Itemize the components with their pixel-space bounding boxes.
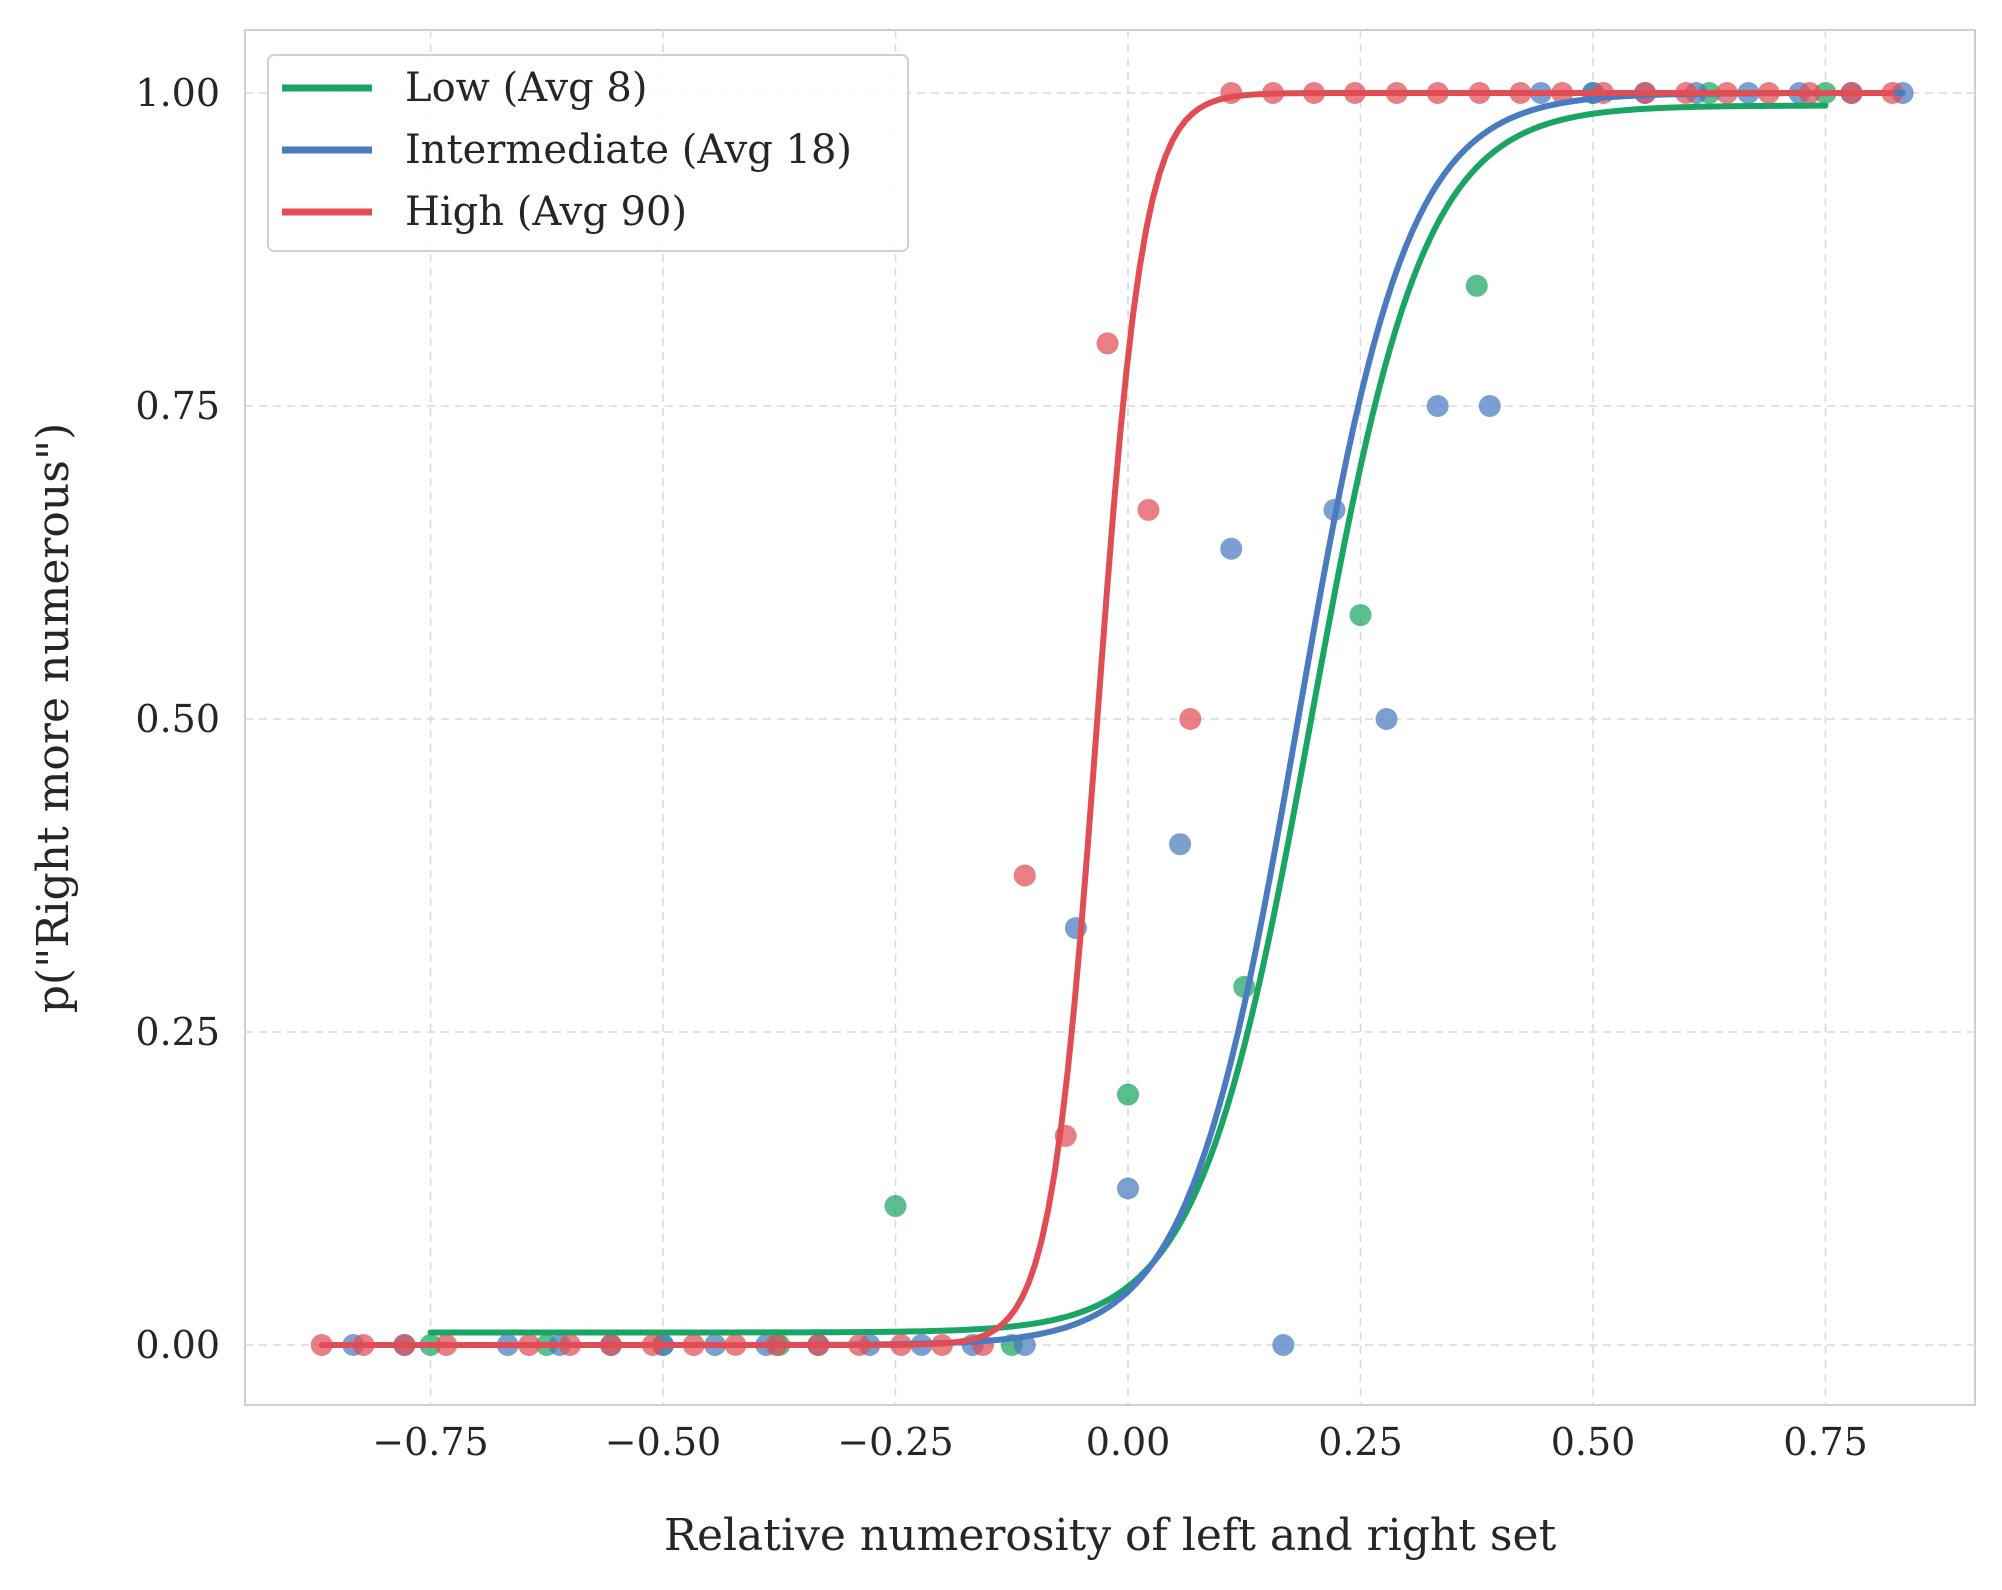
legend-label-intermediate: Intermediate (Avg 18) (405, 127, 852, 173)
x-tick-label: 0.25 (1318, 1420, 1403, 1464)
data-point (1272, 1334, 1295, 1356)
data-point (1349, 604, 1372, 627)
data-point (1220, 537, 1243, 560)
series-line-high (318, 90, 1896, 1348)
x-tick-labels: −0.75 −0.50 −0.25 0.00 0.25 0.50 0.75 (372, 1420, 1868, 1464)
data-point (1426, 395, 1449, 417)
data-point (1117, 1083, 1139, 1106)
legend-label-high: High (Avg 90) (405, 189, 687, 235)
x-tick-label: −0.50 (605, 1420, 721, 1464)
x-tick-label: 0.75 (1783, 1420, 1868, 1464)
y-tick-labels: 0.00 0.25 0.50 0.75 1.00 (135, 71, 220, 1367)
data-point (1375, 708, 1398, 730)
legend-box (267, 54, 909, 252)
y-tick-label: 1.00 (135, 71, 220, 115)
data-point (1096, 332, 1119, 355)
data-point (1169, 833, 1192, 856)
data-point (1478, 395, 1501, 417)
grid (245, 30, 1975, 1405)
series-line-low (427, 102, 1829, 1336)
series-layer (310, 82, 1914, 1356)
data-point (1137, 498, 1160, 521)
data-point (1465, 274, 1488, 297)
legend: Low (Avg 8) Intermediate (Avg 18) High (… (267, 54, 909, 252)
data-point (884, 1195, 907, 1218)
x-tick-label: −0.75 (372, 1420, 488, 1464)
y-tick-label: 0.50 (135, 697, 220, 741)
data-point (1117, 1177, 1139, 1200)
data-point (1179, 708, 1202, 730)
legend-label-low: Low (Avg 8) (405, 65, 647, 111)
y-axis-title: p("Right more numerous") (28, 423, 79, 1014)
x-tick-label: −0.25 (837, 1420, 953, 1464)
plot-area (244, 29, 1976, 1406)
data-point (1013, 864, 1036, 887)
x-axis-title: Relative numerosity of left and right se… (664, 1510, 1557, 1561)
y-tick-label: 0.00 (135, 1323, 220, 1367)
y-tick-label: 0.25 (135, 1010, 220, 1054)
x-tick-label: 0.00 (1086, 1420, 1171, 1464)
y-tick-label: 0.75 (135, 384, 220, 428)
x-tick-label: 0.50 (1551, 1420, 1636, 1464)
